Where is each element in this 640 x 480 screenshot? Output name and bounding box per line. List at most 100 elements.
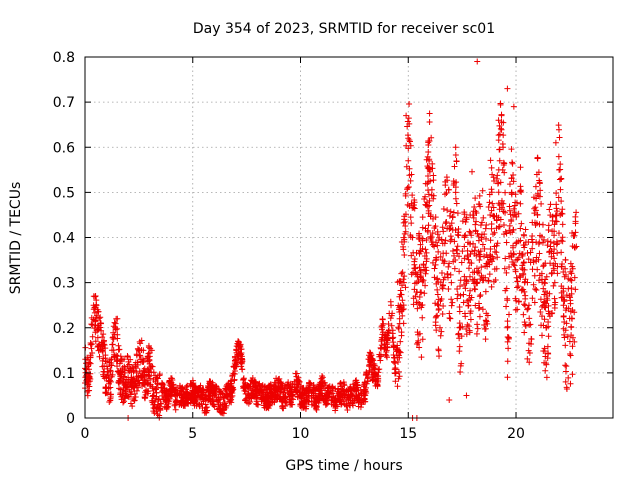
data-point [562, 378, 569, 385]
data-point [504, 333, 511, 340]
data-point [483, 317, 490, 324]
data-point [550, 262, 557, 269]
data-point [438, 269, 445, 276]
data-point [546, 206, 553, 213]
data-point [334, 388, 341, 395]
data-point [518, 220, 525, 227]
data-point [284, 381, 291, 388]
data-point [522, 292, 529, 299]
data-point [402, 284, 409, 291]
data-point [568, 285, 575, 292]
data-point [406, 136, 413, 143]
data-point [446, 260, 453, 267]
data-point [396, 303, 403, 310]
axes [84, 56, 614, 419]
data-point [473, 279, 480, 286]
data-point [537, 296, 544, 303]
data-point [432, 322, 439, 329]
data-point [545, 333, 552, 340]
data-point [543, 295, 550, 302]
data-point [440, 206, 447, 213]
data-point [122, 379, 129, 386]
data-point [121, 395, 128, 402]
data-point [99, 363, 106, 370]
data-point [514, 306, 521, 313]
data-point [525, 256, 532, 263]
data-point [115, 369, 122, 376]
data-point [527, 249, 534, 256]
data-point [490, 212, 497, 219]
data-point [96, 346, 103, 353]
data-point [109, 371, 116, 378]
data-point [506, 253, 513, 260]
data-point [432, 300, 439, 307]
data-point [430, 192, 437, 199]
data-point [444, 207, 451, 214]
data-point [413, 340, 420, 347]
data-point [425, 191, 432, 198]
data-point [548, 270, 555, 277]
data-point [267, 384, 274, 391]
data-point [565, 374, 572, 381]
data-point [414, 271, 421, 278]
x-tick-label: 5 [188, 426, 197, 442]
data-point [558, 263, 565, 270]
data-point [485, 277, 492, 284]
data-point [490, 278, 497, 285]
data-point [486, 271, 493, 278]
data-point [154, 404, 161, 411]
data-point [463, 392, 470, 399]
data-point [426, 110, 433, 117]
data-point [527, 321, 534, 328]
data-point [139, 358, 146, 365]
data-point [361, 395, 368, 402]
y-tick-label: 0.3 [53, 276, 75, 292]
data-point [402, 228, 409, 235]
data-point [396, 320, 403, 327]
data-point [477, 222, 484, 229]
data-point [494, 254, 501, 261]
data-point [487, 157, 494, 164]
data-point [446, 212, 453, 219]
x-tick-label: 0 [81, 426, 90, 442]
data-point [268, 390, 275, 397]
data-point [184, 382, 191, 389]
data-point [329, 397, 336, 404]
data-point [567, 352, 574, 359]
data-point [205, 383, 212, 390]
data-point [562, 368, 569, 375]
data-point [362, 386, 369, 393]
data-point [488, 207, 495, 214]
data-point [512, 191, 519, 198]
data-point [128, 383, 135, 390]
data-point [438, 296, 445, 303]
data-point [429, 230, 436, 237]
data-point [235, 341, 242, 348]
data-point [306, 393, 313, 400]
data-point [563, 363, 570, 370]
data-point [92, 322, 99, 329]
data-point [391, 366, 398, 373]
data-point [451, 252, 458, 259]
data-point [126, 368, 133, 375]
data-point [552, 139, 559, 146]
data-point [554, 270, 561, 277]
data-point [427, 235, 434, 242]
data-point [466, 329, 473, 336]
data-point [401, 213, 408, 220]
data-point [434, 276, 441, 283]
data-point [252, 383, 259, 390]
data-point [105, 375, 112, 382]
data-point [528, 335, 535, 342]
data-point [463, 216, 470, 223]
data-point [495, 137, 502, 144]
data-point [500, 208, 507, 215]
data-point [560, 313, 567, 320]
data-point [439, 224, 446, 231]
data-point [122, 383, 129, 390]
data-point [323, 393, 330, 400]
data-point [233, 359, 240, 366]
data-point [479, 231, 486, 238]
data-point [172, 387, 179, 394]
data-point [107, 397, 114, 404]
